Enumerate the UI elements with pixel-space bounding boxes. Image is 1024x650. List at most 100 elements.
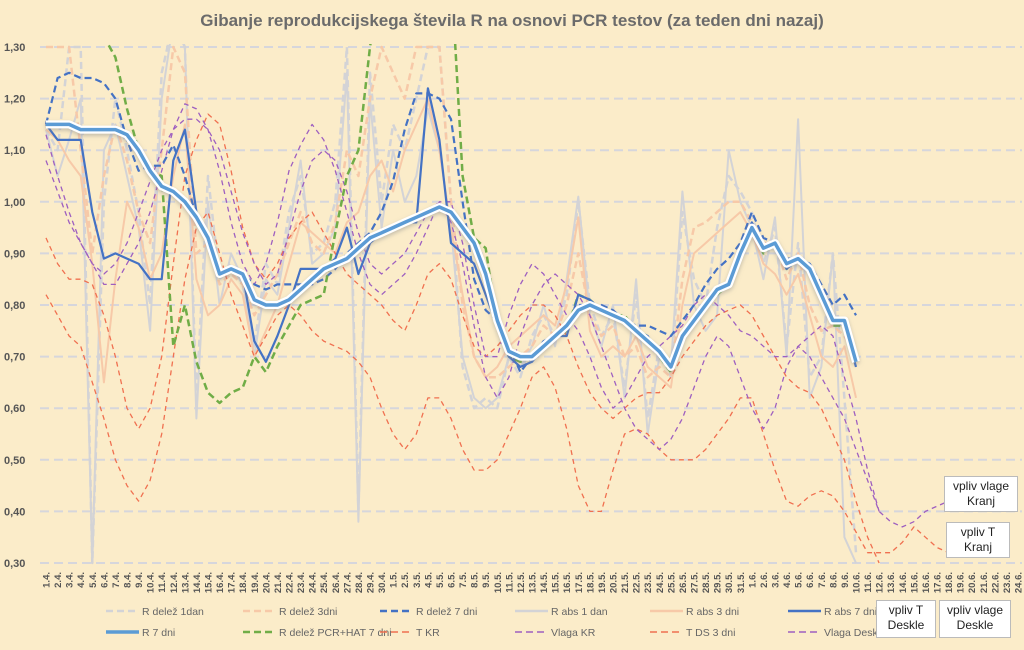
x-tick-label: 5.5.	[435, 572, 446, 588]
x-tick-label: 26.5.	[678, 572, 689, 593]
x-tick-label: 24.6.	[1014, 572, 1024, 593]
x-tick-label: 22.5.	[632, 572, 643, 593]
legend-label: Vlaga KR	[551, 627, 596, 639]
x-tick-label: 3.4.	[65, 572, 76, 588]
x-tick-label: 11.5.	[504, 572, 515, 593]
x-tick-label: 24.5.	[655, 572, 666, 593]
x-tick-label: 30.4.	[377, 572, 388, 593]
series-line-r-dele-7-dni	[44, 71, 857, 374]
series-line-vlaga-kr	[45, 103, 880, 512]
legend-item: R abs 7 dni	[788, 606, 877, 618]
x-tick-label: 20.5.	[609, 572, 620, 593]
annotation-vlaga-deskle: vpliv vlage Deskle	[939, 600, 1011, 638]
x-tick-label: 23.6.	[1002, 572, 1013, 593]
legend-item: R delež PCR+HAT 7 dni	[243, 627, 392, 639]
x-tick-label: 5.6.	[794, 572, 805, 588]
legend-label: R delež 7 dni	[416, 606, 477, 618]
x-tick-label: 12.6.	[875, 572, 886, 593]
y-tick-label: 1,00	[4, 197, 25, 209]
x-tick-label: 13.5.	[528, 572, 539, 593]
legend-item: T DS 3 dni	[650, 627, 735, 639]
x-tick-label: 31.5.	[736, 572, 747, 593]
legend-label: R delež 3dni	[279, 606, 337, 618]
x-tick-label: 7.4.	[111, 572, 122, 588]
x-tick-label: 4.4.	[76, 572, 87, 588]
legend-item: R delež 7 dni	[380, 606, 477, 618]
x-tick-label: 6.4.	[99, 572, 110, 588]
x-tick-label: 28.4.	[354, 572, 365, 593]
x-tick-label: 15.4.	[204, 572, 215, 593]
x-tick-label: 4.6.	[782, 572, 793, 588]
x-tick-label: 1.5.	[389, 572, 400, 588]
legend-label: T KR	[416, 627, 440, 639]
x-tick-label: 20.4.	[261, 572, 272, 593]
x-tick-label: 21.6.	[979, 572, 990, 593]
x-tick-label: 16.6.	[921, 572, 932, 593]
x-tick-label: 14.4.	[192, 572, 203, 593]
x-tick-label: 6.6.	[805, 572, 816, 588]
x-tick-label: 5.4.	[88, 572, 99, 588]
legend-label: R delež 1dan	[142, 606, 204, 618]
x-tick-label: 16.5.	[562, 572, 573, 593]
legend-item: T KR	[380, 627, 440, 639]
x-tick-label: 2.5.	[400, 572, 411, 588]
x-tick-label: 27.4.	[342, 572, 353, 593]
legend-label: R abs 1 dan	[551, 606, 608, 618]
x-tick-label: 29.4.	[366, 572, 377, 593]
x-tick-label: 25.4.	[319, 572, 330, 593]
y-tick-label: 0,60	[4, 403, 25, 415]
x-tick-label: 3.5.	[412, 572, 423, 588]
x-tick-label: 8.6.	[828, 572, 839, 588]
x-tick-label: 29.5.	[713, 572, 724, 593]
x-tick-label: 13.4.	[180, 572, 191, 593]
y-tick-label: 1,30	[4, 42, 25, 54]
x-tick-label: 9.4.	[134, 572, 145, 588]
legend-label: R delež PCR+HAT 7 dni	[279, 627, 392, 639]
x-tick-label: 2.4.	[53, 572, 64, 588]
y-tick-label: 0,80	[4, 300, 25, 312]
x-tick-label: 19.4.	[250, 572, 261, 593]
x-tick-label: 14.5.	[539, 572, 550, 593]
x-tick-label: 17.6.	[933, 572, 944, 593]
x-tick-label: 11.4.	[157, 572, 168, 593]
x-tick-label: 13.6.	[886, 572, 897, 593]
legend-item: Vlaga Deskle	[788, 627, 886, 639]
annotation-t-kranj: vpliv T Kranj	[946, 522, 1010, 558]
legend-item: R delež 1dan	[106, 606, 204, 618]
x-tick-label: 1.6.	[747, 572, 758, 588]
x-tick-label: 27.5.	[690, 572, 701, 593]
x-tick-label: 25.5.	[666, 572, 677, 593]
legend-item: R delež 3dni	[243, 606, 337, 618]
annotation-vlaga-kranj: vpliv vlage Kranj	[944, 476, 1018, 512]
legend-label: Vlaga Deskle	[824, 627, 886, 639]
y-tick-label: 0,50	[4, 455, 25, 467]
x-tick-label: 22.6.	[990, 572, 1001, 593]
x-tick-label: 9.5.	[481, 572, 492, 588]
x-tick-label: 3.6.	[771, 572, 782, 588]
y-tick-label: 1,10	[4, 145, 25, 157]
x-tick-label: 19.6.	[956, 572, 967, 593]
x-tick-label: 18.6.	[944, 572, 955, 593]
x-tick-label: 30.5.	[724, 572, 735, 593]
series-line-t-kr	[45, 211, 949, 554]
x-tick-label: 14.6.	[898, 572, 909, 593]
series-line-vlaga-deskle	[45, 118, 961, 528]
legend-label: R 7 dni	[142, 627, 175, 639]
legend-item: R abs 3 dni	[650, 606, 739, 618]
legend-label: R abs 3 dni	[686, 606, 739, 618]
y-tick-label: 1,20	[4, 94, 25, 106]
x-tick-label: 4.5.	[423, 572, 434, 588]
x-tick-label: 18.4.	[238, 572, 249, 593]
x-tick-label: 17.4.	[227, 572, 238, 593]
series-lines	[44, 44, 961, 565]
y-tick-label: 0,90	[4, 248, 25, 260]
x-tick-label: 8.4.	[123, 572, 134, 588]
x-tick-label: 10.5.	[493, 572, 504, 593]
x-tick-label: 24.4.	[308, 572, 319, 593]
x-tick-label: 22.4.	[285, 572, 296, 593]
x-tick-label: 26.4.	[331, 572, 342, 593]
x-tick-label: 21.5.	[620, 572, 631, 593]
x-tick-label: 17.5.	[574, 572, 585, 593]
x-tick-label: 19.5.	[597, 572, 608, 593]
